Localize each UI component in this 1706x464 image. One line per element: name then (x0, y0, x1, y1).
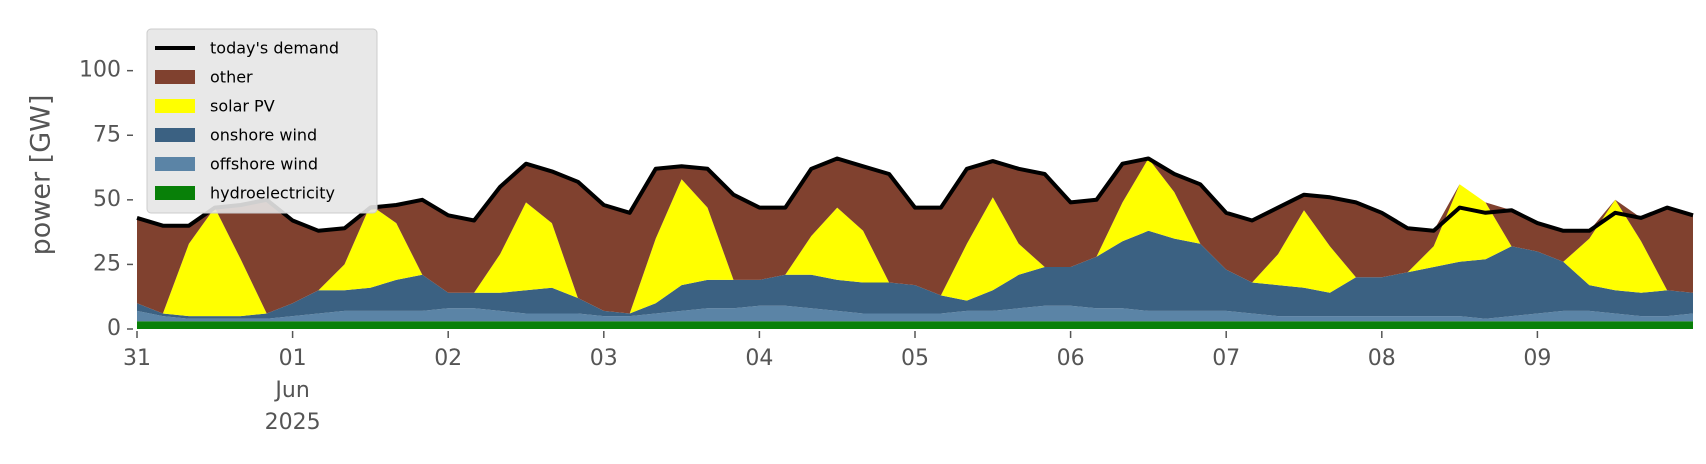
x-tick-label: 06 (1057, 346, 1085, 371)
x-tick-sublabel: Jun (273, 378, 309, 403)
legend-label: today's demand (210, 39, 339, 58)
legend-swatch (155, 157, 195, 171)
legend-swatch (155, 70, 195, 84)
x-tick-label: 05 (901, 346, 929, 371)
x-tick-label: 01 (279, 346, 307, 371)
x-tick-sublabel: 2025 (265, 410, 321, 435)
legend-swatch (155, 128, 195, 142)
legend-swatch (155, 99, 195, 113)
area (137, 321, 1693, 329)
x-tick-label: 04 (745, 346, 773, 371)
x-tick-label: 09 (1523, 346, 1551, 371)
area (137, 230, 1693, 319)
y-tick-label: 0 (107, 316, 121, 341)
x-tick-label: 07 (1212, 346, 1240, 371)
y-tick-label: 100 (79, 58, 121, 83)
area (137, 158, 1693, 317)
y-tick-label: 25 (93, 251, 121, 276)
x-tick-label: 03 (590, 346, 618, 371)
legend-label: other (210, 68, 253, 87)
y-tick-label: 75 (93, 122, 121, 147)
plot-area (136, 156, 1694, 329)
legend-label: solar PV (210, 97, 275, 116)
y-axis-label: power [GW] (26, 95, 57, 256)
area (137, 305, 1693, 322)
x-tick-label: 31 (123, 346, 151, 371)
x-tick-label: 02 (434, 346, 462, 371)
legend-label: offshore wind (210, 155, 318, 174)
legend-box (146, 28, 378, 214)
y-tick-label: 50 (93, 187, 121, 212)
legend-swatch (155, 186, 195, 200)
area (137, 158, 1693, 314)
legend-label: onshore wind (210, 126, 317, 145)
line (136, 156, 1694, 233)
x-tick-label: 08 (1368, 346, 1396, 371)
legend-label: hydroelectricity (210, 184, 335, 203)
